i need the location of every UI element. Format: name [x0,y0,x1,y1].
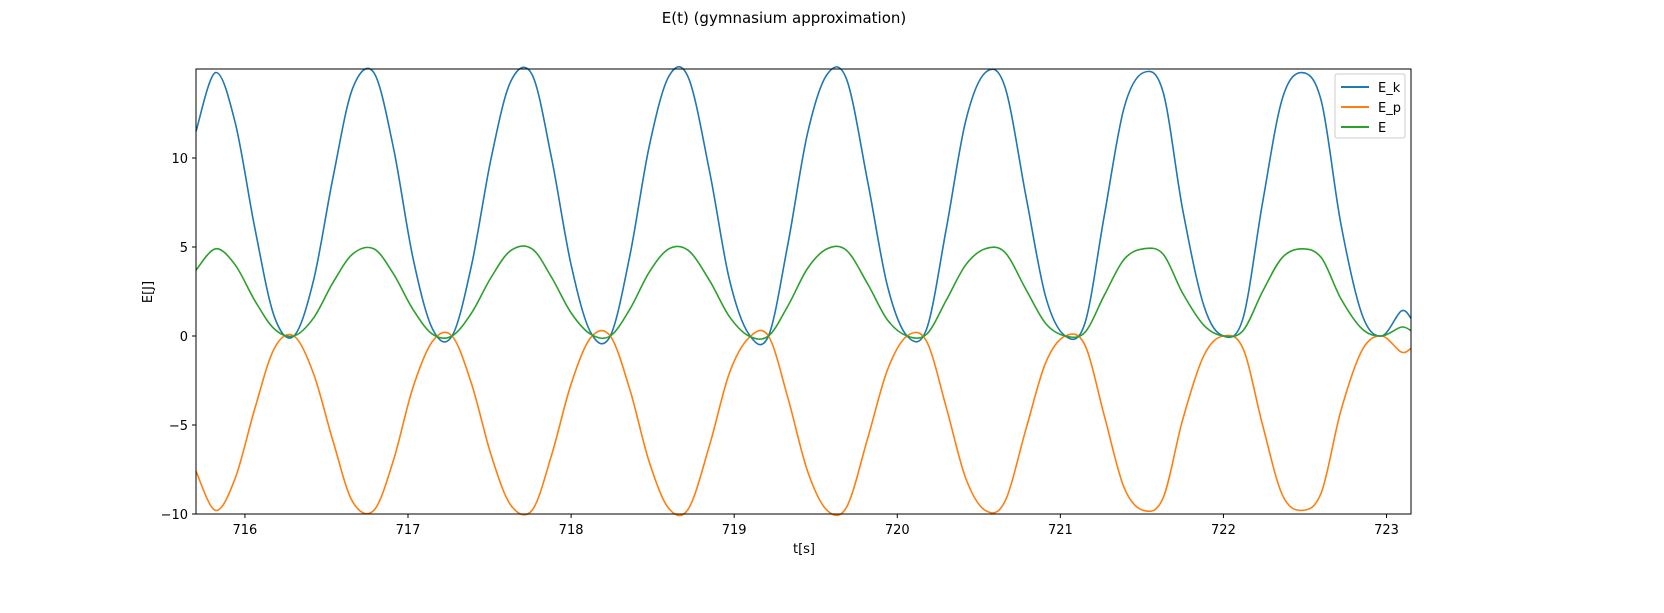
series-line-e-p [195,329,1412,517]
x-tick-label: 719 [722,523,747,538]
chart-title: E(t) (gymnasium approximation) [662,9,906,27]
x-tick-label: 723 [1374,523,1399,538]
x-tick-label: 717 [396,523,421,538]
y-tick-label: 5 [180,241,188,256]
x-axis-label: t[s] [793,542,815,557]
series-line-e [195,245,1412,340]
y-tick-label: −10 [161,508,188,523]
x-tick-label: 718 [559,523,584,538]
legend-label: E_p [1378,101,1401,116]
x-tick-label: 720 [885,523,910,538]
legend: E_k E_p E [1334,73,1406,139]
x-tick-label: 716 [233,523,258,538]
series-line-e-k [195,65,1412,346]
plot-area-frame [195,68,1412,515]
y-tick-label: −5 [169,419,188,434]
y-axis: −10 −5 0 5 10 [161,152,196,523]
x-axis: 716 717 718 719 720 721 722 723 [233,514,1399,538]
x-tick-label: 722 [1211,523,1236,538]
y-tick-label: 10 [171,152,188,167]
series-layer [195,65,1412,517]
legend-label: E [1378,121,1386,136]
y-axis-label: E[J] [141,281,156,303]
legend-box [1334,73,1406,139]
legend-label: E_k [1378,81,1401,96]
y-tick-label: 0 [180,330,188,345]
x-tick-label: 721 [1048,523,1073,538]
